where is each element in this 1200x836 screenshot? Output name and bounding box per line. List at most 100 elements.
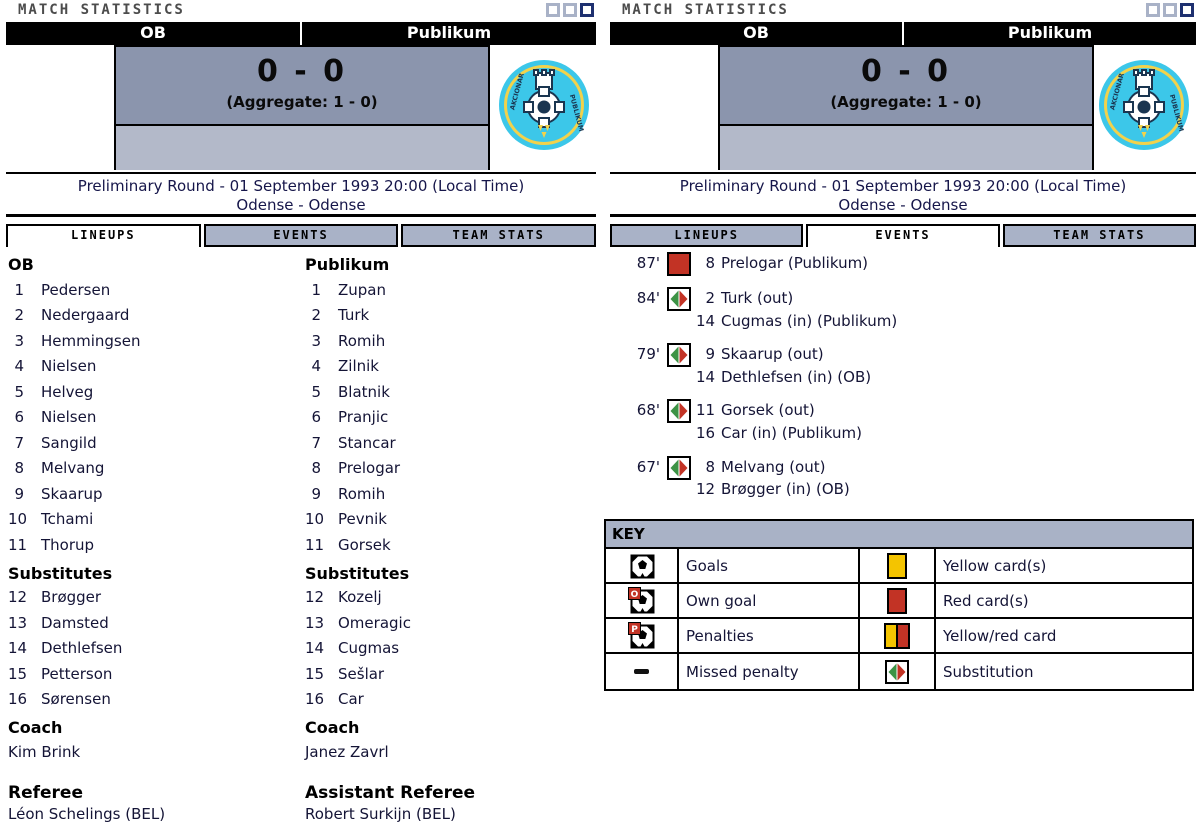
score-box-lower — [116, 124, 488, 170]
event-player-text: Car (in) (Publikum) — [721, 423, 862, 442]
event-row: 79' 9 Skaarup (out) 14 Dethlefsen (in) (OB) — [612, 343, 1196, 388]
event-player-number: 14 — [696, 311, 716, 330]
event-line: 2 Turk (out) — [696, 287, 897, 310]
tab-events[interactable]: EVENTS — [806, 224, 1000, 247]
event-row: 84' 2 Turk (out) 14 Cugmas (in) (Publikum) — [612, 287, 1196, 332]
aggregate-score: (Aggregate: 1 - 0) — [226, 93, 378, 111]
tab-events[interactable]: EVENTS — [203, 224, 399, 247]
yellow-card-icon — [860, 549, 936, 584]
event-lines: 8 Melvang (out) 12 Brøgger (in) (OB) — [696, 456, 850, 501]
player-name: Cugmas — [338, 639, 400, 658]
player-number: 3 — [14, 331, 24, 350]
player-row: 2 Nedergaard — [8, 303, 298, 329]
player-name: Pedersen — [41, 280, 111, 299]
score: 0 - 0 — [860, 54, 952, 89]
divider — [6, 214, 596, 217]
player-row: 1 Pedersen — [8, 277, 298, 303]
player-name: Turk — [338, 306, 370, 325]
tab-bar: LINEUPS EVENTS TEAM STATS — [6, 224, 597, 247]
tab-team-stats[interactable]: TEAM STATS — [401, 224, 597, 247]
window-square-icon[interactable] — [1146, 3, 1160, 17]
window-square-icon[interactable] — [1163, 3, 1177, 17]
tab-team-stats[interactable]: TEAM STATS — [1002, 224, 1196, 247]
player-number: 14 — [8, 639, 28, 658]
match-statistics-window-left: MATCH STATISTICS OB Publikum 0 - 0 (Aggr… — [6, 2, 597, 823]
player-name: Romih — [338, 331, 386, 350]
event-lines: 11 Gorsek (out) 16 Car (in) (Publikum) — [696, 399, 862, 444]
tab-lineups[interactable]: LINEUPS — [610, 224, 804, 247]
player-row: 2 Turk — [305, 303, 595, 329]
tab-lineups[interactable]: LINEUPS — [6, 224, 201, 247]
player-number: 3 — [311, 331, 321, 350]
player-number: 15 — [8, 664, 28, 683]
window-square-icon[interactable] — [563, 3, 577, 17]
player-row: 6 Pranjic — [305, 405, 595, 431]
player-row: 4 Nielsen — [8, 354, 298, 380]
event-player-text: Brøgger (in) (OB) — [721, 480, 850, 499]
window-square-icon[interactable] — [546, 3, 560, 17]
assistant-referee-name: Robert Surkijn (BEL) — [305, 805, 456, 823]
event-row: 68' 11 Gorsek (out) 16 Car (in) (Publikum) — [612, 399, 1196, 444]
player-number: 6 — [14, 408, 24, 427]
key-table: KEY Goals Yellow card(s) O Own goal Red car… — [604, 519, 1194, 691]
event-player-text: Dethlefsen (in) (OB) — [721, 367, 872, 386]
player-number: 13 — [8, 613, 28, 632]
player-row: 11 Gorsek — [305, 532, 595, 558]
event-player-number: 16 — [696, 423, 716, 442]
substitution-icon — [667, 287, 691, 311]
player-row: 15 Petterson — [8, 661, 298, 687]
event-line: 16 Car (in) (Publikum) — [696, 422, 862, 445]
event-player-text: Turk (out) — [721, 289, 794, 307]
window-title: MATCH STATISTICS — [18, 2, 185, 18]
player-number: 11 — [305, 535, 325, 554]
window-square-icon[interactable] — [580, 3, 594, 17]
divider — [610, 172, 1196, 174]
player-name: Kozelj — [338, 588, 382, 607]
own-goal-icon: O — [606, 584, 679, 619]
window-square-icon[interactable] — [1180, 3, 1194, 17]
event-line: 14 Dethlefsen (in) (OB) — [696, 366, 871, 389]
player-number: 15 — [305, 664, 325, 683]
player-number: 2 — [311, 306, 321, 325]
round-info: Preliminary Round - 01 September 1993 20… — [77, 177, 525, 195]
publikum-crest-icon: AKCIONAR PUBLIKUM — [1096, 57, 1192, 153]
player-row: 1 Zupan — [305, 277, 595, 303]
player-name: Prelogar — [338, 459, 401, 478]
event-minute: 87' — [636, 254, 660, 272]
key-label: Yellow/red card — [936, 619, 1192, 654]
event-player-number: 2 — [705, 289, 715, 307]
player-number: 12 — [8, 588, 28, 607]
player-name: Blatnik — [338, 382, 390, 401]
player-name: Hemmingsen — [41, 331, 141, 350]
player-name: Sešlar — [338, 664, 385, 683]
match-info: Preliminary Round - 01 September 1993 20… — [610, 177, 1196, 215]
away-lineup-column: Publikum 1 Zupan 2 Turk 3 Romih 4 Zilnik 5 Blatni… — [305, 247, 595, 765]
substitution-icon — [860, 654, 936, 689]
key-label: Own goal — [679, 584, 860, 619]
aggregate-score: (Aggregate: 1 - 0) — [830, 93, 982, 111]
player-name: Zilnik — [338, 357, 379, 376]
divider — [6, 172, 596, 174]
event-line: 8 Melvang (out) — [696, 456, 850, 479]
player-number: 14 — [305, 639, 325, 658]
player-row: 6 Nielsen — [8, 405, 298, 431]
substitution-icon — [667, 455, 691, 480]
player-name: Stancar — [338, 433, 396, 452]
player-name: Thorup — [41, 535, 95, 554]
team-bar: OB Publikum — [6, 22, 596, 45]
divider — [610, 214, 1196, 217]
key-title: KEY — [606, 521, 1192, 549]
score-box-lower — [720, 124, 1092, 170]
player-row: 5 Blatnik — [305, 379, 595, 405]
events-list: 87' 8 Prelogar (Publikum) 84' 2 Turk (out) 14… — [612, 252, 1196, 512]
player-name: Helveg — [41, 382, 94, 401]
publikum-crest-icon: AKCIONAR PUBLIKUM — [496, 57, 592, 153]
player-number: 10 — [8, 510, 28, 529]
player-row: 7 Sangild — [8, 430, 298, 456]
player-name: Zupan — [338, 280, 387, 299]
titlebar: MATCH STATISTICS — [610, 0, 1196, 22]
substitution-icon — [667, 343, 691, 368]
event-line: 8 Prelogar (Publikum) — [696, 252, 868, 275]
event-minute: 68' — [636, 401, 660, 420]
player-row: 8 Melvang — [8, 456, 298, 482]
